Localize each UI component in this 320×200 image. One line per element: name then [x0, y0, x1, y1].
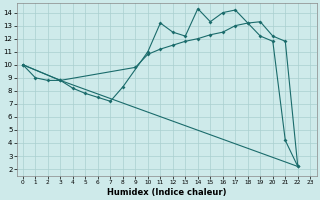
X-axis label: Humidex (Indice chaleur): Humidex (Indice chaleur)	[107, 188, 226, 197]
